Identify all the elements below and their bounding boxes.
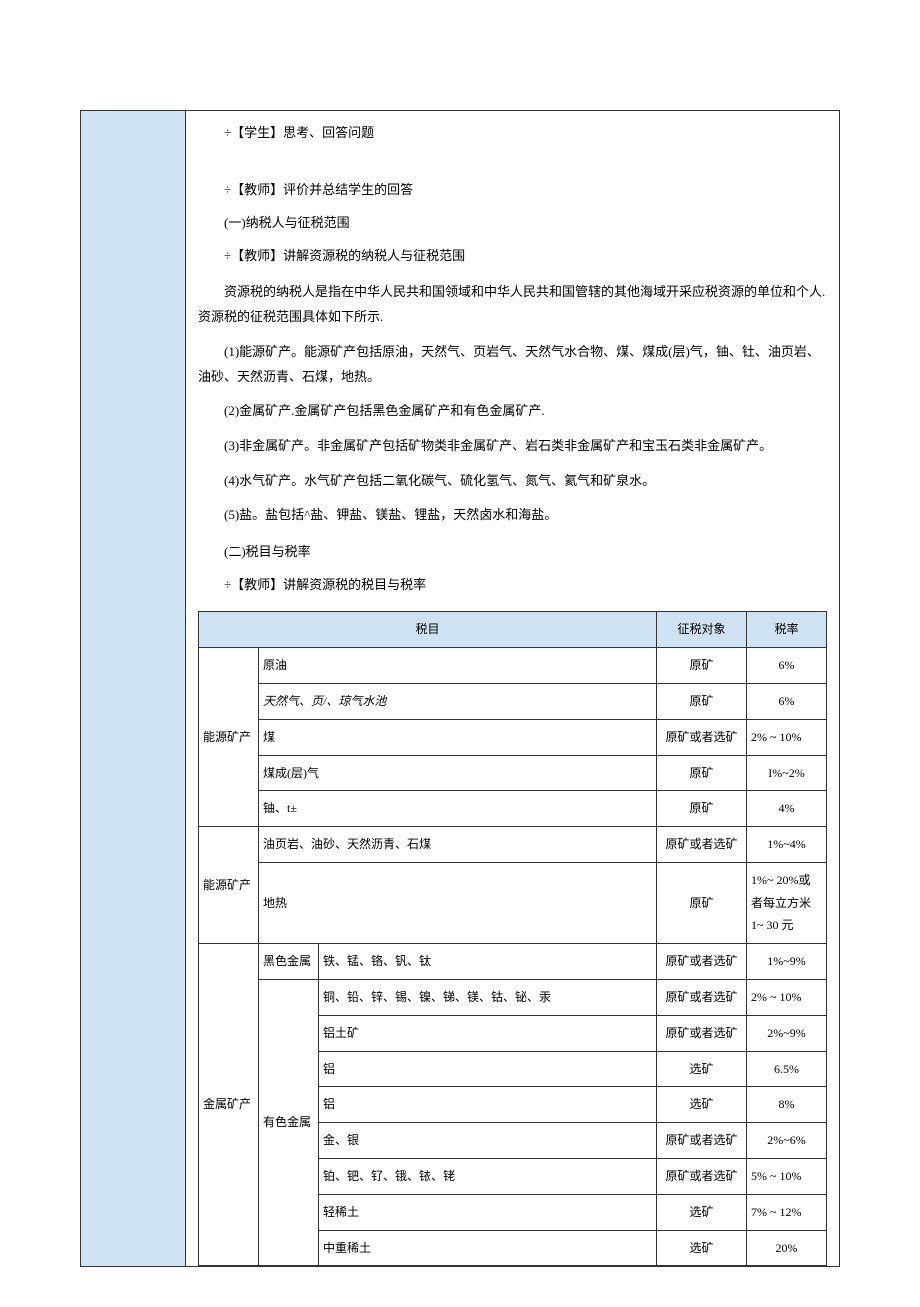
rate-cell: 6% xyxy=(747,648,827,684)
intro-4: (3)非金属矿产。非金属矿产包括矿物类非金属矿产、岩石类非金属矿产和宝玉石类非金… xyxy=(198,434,827,459)
table-row: 金属矿产 黑色金属 铁、锰、铬、钒、钛 原矿或者选矿 1%~9% xyxy=(199,944,827,980)
intro-5: (4)水气矿产。水气矿产包括二氧化碳气、硫化氢气、氮气、氦气和矿泉水。 xyxy=(198,469,827,494)
line-teacher-eval: ÷【教师】评价并总结学生的回答 xyxy=(198,178,827,203)
table-row: 煤 原矿或者选矿 2% ~ 10% xyxy=(199,719,827,755)
rate-cell: 6% xyxy=(747,683,827,719)
intro-block: 资源税的纳税人是指在中华人民共和国领域和中华人民共和国管辖的其他海域开采应税资源… xyxy=(198,280,827,528)
intro-6: (5)盐。盐包括^盐、钾盐、镁盐、锂盐，天然卤水和海盐。 xyxy=(198,503,827,528)
tax-rate-table: 税目 征税对象 税率 能源矿产 原油 原矿 6% 天然气、页/、琼气水池 原矿 … xyxy=(198,611,827,1266)
th-tax-item: 税目 xyxy=(199,612,657,648)
obj-cell: 选矿 xyxy=(657,1051,747,1087)
obj-cell: 原矿或者选矿 xyxy=(657,719,747,755)
obj-cell: 原矿 xyxy=(657,648,747,684)
item-cell: 煤成(层)气 xyxy=(259,755,657,791)
item-cell: 地热 xyxy=(259,862,657,943)
item-cell: 煤 xyxy=(259,719,657,755)
table-row: 铀、t± 原矿 4% xyxy=(199,791,827,827)
obj-cell: 原矿 xyxy=(657,862,747,943)
item-cell: 铝 xyxy=(319,1087,657,1123)
table-header-row: 税目 征税对象 税率 xyxy=(199,612,827,648)
rate-cell: 2% ~ 10% xyxy=(747,980,827,1016)
obj-cell: 原矿或者选矿 xyxy=(657,944,747,980)
obj-cell: 原矿 xyxy=(657,791,747,827)
rate-cell: 2%~9% xyxy=(747,1015,827,1051)
rate-cell: I%~2% xyxy=(747,755,827,791)
item-cell: 铁、锰、铬、钒、钛 xyxy=(319,944,657,980)
obj-cell: 原矿或者选矿 xyxy=(657,1015,747,1051)
page-container: ÷【学生】思考、回答问题 ÷【教师】评价并总结学生的回答 (一)纳税人与征税范围… xyxy=(80,110,840,1267)
rate-cell: 1%~9% xyxy=(747,944,827,980)
line-teacher-explain-2: ÷【教师】讲解资源税的税目与税率 xyxy=(198,573,827,598)
content-area: ÷【学生】思考、回答问题 ÷【教师】评价并总结学生的回答 (一)纳税人与征税范围… xyxy=(186,111,839,1266)
line-teacher-explain-1: ÷【教师】讲解资源税的纳税人与征税范围 xyxy=(198,244,827,269)
obj-cell: 选矿 xyxy=(657,1230,747,1266)
item-cell: 铝土矿 xyxy=(319,1015,657,1051)
rate-cell: 1%~4% xyxy=(747,827,827,863)
obj-cell: 原矿或者选矿 xyxy=(657,1123,747,1159)
cat-metal: 金属矿产 xyxy=(199,944,259,1266)
th-tax-object: 征税对象 xyxy=(657,612,747,648)
table-row: 有色金属 铜、铅、锌、锡、镍、锑、镁、钴、铋、汞 原矿或者选矿 2% ~ 10% xyxy=(199,980,827,1016)
intro-2: (1)能源矿产。能源矿产包括原油，天然气、页岩气、天然气水合物、煤、煤成(层)气… xyxy=(198,340,827,389)
item-cell: 中重稀土 xyxy=(319,1230,657,1266)
obj-cell: 原矿或者选矿 xyxy=(657,980,747,1016)
rate-cell: 2% ~ 10% xyxy=(747,719,827,755)
intro-3: (2)金属矿产.金属矿产包括黑色金属矿产和有色金属矿产. xyxy=(198,399,827,424)
table-row: 天然气、页/、琼气水池 原矿 6% xyxy=(199,683,827,719)
item-cell: 天然气、页/、琼气水池 xyxy=(259,683,657,719)
obj-cell: 原矿 xyxy=(657,683,747,719)
item-cell: 轻稀土 xyxy=(319,1194,657,1230)
rate-cell: 7% ~ 12% xyxy=(747,1194,827,1230)
obj-cell: 选矿 xyxy=(657,1087,747,1123)
item-cell: 铀、t± xyxy=(259,791,657,827)
section-2: (二)税目与税率 ÷【教师】讲解资源税的税目与税率 xyxy=(198,540,827,597)
cat-energy-2: 能源矿产 xyxy=(199,827,259,944)
rate-cell: 20% xyxy=(747,1230,827,1266)
obj-cell: 原矿或者选矿 xyxy=(657,827,747,863)
rate-cell: 1%~ 20%或者每立方米 1~ 30 元 xyxy=(747,862,827,943)
rate-cell: 4% xyxy=(747,791,827,827)
item-cell: 金、银 xyxy=(319,1123,657,1159)
item-cell: 油页岩、油砂、天然沥青、石煤 xyxy=(259,827,657,863)
table-row: 能源矿产 油页岩、油砂、天然沥青、石煤 原矿或者选矿 1%~4% xyxy=(199,827,827,863)
intro-1: 资源税的纳税人是指在中华人民共和国领域和中华人民共和国管辖的其他海域开采应税资源… xyxy=(198,280,827,329)
rate-cell: 2%~6% xyxy=(747,1123,827,1159)
section-2-heading: (二)税目与税率 xyxy=(198,540,827,565)
item-cell: 铝 xyxy=(319,1051,657,1087)
item-cell: 铜、铅、锌、锡、镍、锑、镁、钴、铋、汞 xyxy=(319,980,657,1016)
obj-cell: 选矿 xyxy=(657,1194,747,1230)
table-row: 地热 原矿 1%~ 20%或者每立方米 1~ 30 元 xyxy=(199,862,827,943)
left-sidebar xyxy=(81,111,186,1266)
cat-energy-1: 能源矿产 xyxy=(199,648,259,827)
item-cell: 铂、钯、钌、锇、铱、铑 xyxy=(319,1159,657,1195)
table-row: 能源矿产 原油 原矿 6% xyxy=(199,648,827,684)
rate-cell: 6.5% xyxy=(747,1051,827,1087)
rate-cell: 8% xyxy=(747,1087,827,1123)
subcat-black: 黑色金属 xyxy=(259,944,319,980)
item-cell: 原油 xyxy=(259,648,657,684)
table-row: 煤成(层)气 原矿 I%~2% xyxy=(199,755,827,791)
section-1-heading: (一)纳税人与征税范围 xyxy=(198,211,827,236)
obj-cell: 原矿 xyxy=(657,755,747,791)
th-tax-rate: 税率 xyxy=(747,612,827,648)
obj-cell: 原矿或者选矿 xyxy=(657,1159,747,1195)
subcat-color: 有色金属 xyxy=(259,980,319,1266)
line-student: ÷【学生】思考、回答问题 xyxy=(198,121,827,146)
rate-cell: 5% ~ 10% xyxy=(747,1159,827,1195)
